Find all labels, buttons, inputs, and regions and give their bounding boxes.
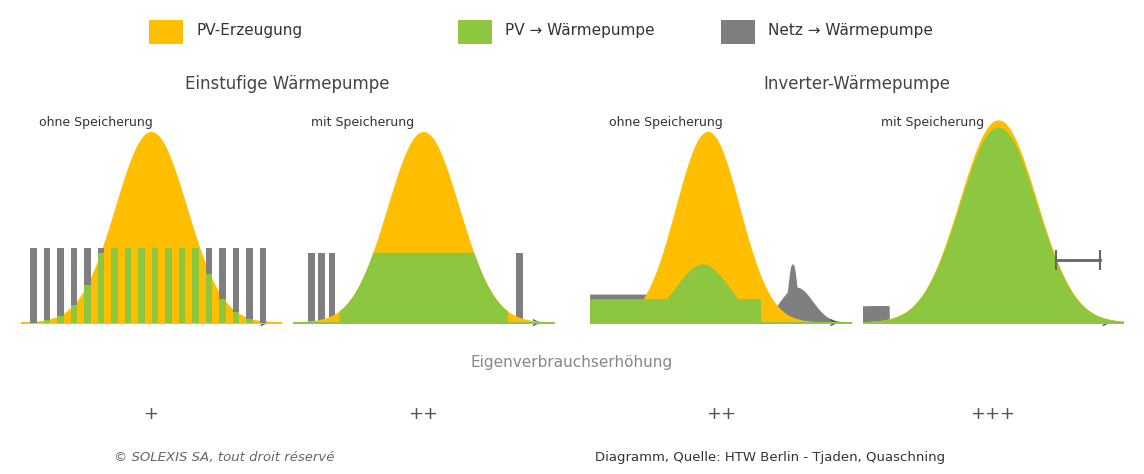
Bar: [328, 253, 335, 323]
Text: Netz → Wärmepumpe: Netz → Wärmepumpe: [769, 23, 934, 38]
Text: Eigenverbrauchserhöhung: Eigenverbrauchserhöhung: [471, 355, 673, 370]
Text: ohne Speicherung: ohne Speicherung: [609, 116, 722, 129]
Bar: [721, 20, 755, 45]
Text: ++: ++: [408, 405, 438, 422]
Bar: [125, 248, 132, 323]
Bar: [98, 248, 104, 323]
Bar: [71, 305, 78, 323]
Bar: [883, 306, 889, 323]
Bar: [98, 253, 104, 323]
Text: mit Speicherung: mit Speicherung: [881, 116, 984, 129]
Bar: [220, 248, 225, 323]
Bar: [192, 248, 199, 323]
Bar: [138, 248, 145, 323]
Bar: [458, 20, 492, 45]
Text: PV-Erzeugung: PV-Erzeugung: [197, 23, 303, 38]
Bar: [43, 320, 50, 323]
Bar: [111, 248, 118, 323]
Bar: [220, 299, 225, 323]
Bar: [85, 248, 90, 323]
Text: © SOLEXIS SA, tout droit réservé: © SOLEXIS SA, tout droit réservé: [114, 451, 335, 464]
Bar: [111, 248, 118, 323]
Text: Inverter-Wärmepumpe: Inverter-Wärmepumpe: [763, 75, 951, 93]
Bar: [43, 248, 50, 323]
Bar: [246, 319, 253, 323]
Bar: [149, 20, 183, 45]
Text: Diagramm, Quelle: HTW Berlin - Tjaden, Quaschning: Diagramm, Quelle: HTW Berlin - Tjaden, Q…: [595, 451, 945, 464]
Bar: [138, 248, 145, 323]
Bar: [178, 248, 185, 323]
Bar: [166, 248, 172, 323]
Text: +: +: [143, 405, 159, 422]
Text: ++: ++: [706, 405, 736, 422]
Text: PV → Wärmepumpe: PV → Wärmepumpe: [506, 23, 656, 38]
Bar: [206, 274, 213, 323]
Text: ohne Speicherung: ohne Speicherung: [39, 116, 152, 129]
Bar: [516, 253, 524, 323]
Bar: [57, 248, 64, 323]
Bar: [246, 248, 253, 323]
Text: +++: +++: [970, 405, 1016, 422]
Bar: [71, 248, 78, 323]
Text: mit Speicherung: mit Speicherung: [311, 116, 414, 129]
Bar: [192, 248, 199, 323]
Bar: [85, 285, 90, 323]
Bar: [318, 253, 325, 323]
Bar: [125, 248, 132, 323]
Bar: [233, 312, 239, 323]
Bar: [178, 248, 185, 323]
Bar: [31, 248, 37, 323]
Bar: [233, 248, 239, 323]
Bar: [152, 248, 158, 323]
Bar: [260, 248, 267, 323]
Bar: [152, 248, 158, 323]
Text: Einstufige Wärmepumpe: Einstufige Wärmepumpe: [185, 75, 389, 93]
Bar: [308, 253, 315, 323]
Bar: [871, 306, 881, 323]
Bar: [57, 316, 64, 323]
Bar: [166, 248, 172, 323]
Bar: [206, 248, 213, 323]
